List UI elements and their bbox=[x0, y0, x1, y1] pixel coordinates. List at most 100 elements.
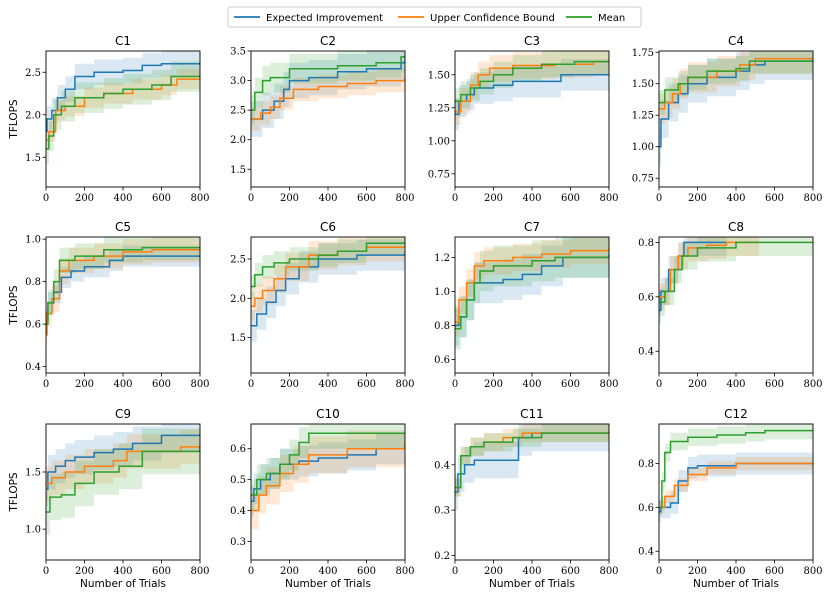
x-tick-label-c1-200: 200 bbox=[75, 193, 94, 204]
x-tick-label-c7-0: 0 bbox=[452, 379, 458, 390]
band-upper-confidence-bound-c3 bbox=[455, 51, 609, 125]
x-tick-label-c5-800: 800 bbox=[190, 379, 209, 390]
x-tick-label-c3-400: 400 bbox=[522, 193, 541, 204]
y-tick-label-c6-1: 2.0 bbox=[230, 294, 246, 305]
panel-title-c8: C8 bbox=[728, 220, 744, 234]
x-tick-label-c9-0: 0 bbox=[43, 566, 49, 577]
x-tick-label-c12-800: 800 bbox=[803, 566, 822, 577]
y-tick-label-c2-3: 3.0 bbox=[230, 76, 246, 87]
x-tick-label-c2-200: 200 bbox=[280, 193, 299, 204]
panel-c4: C4 0 200 400 600 800 0.75 1.00 1.25 1.50 1.75 bbox=[632, 34, 823, 204]
x-tick-label-c10-800: 800 bbox=[395, 566, 414, 577]
y-tick-label-c4-4: 1.75 bbox=[632, 48, 654, 59]
x-tick-label-c4-0: 0 bbox=[656, 193, 662, 204]
y-tick-label-c8-1: 0.6 bbox=[638, 292, 654, 303]
panel-title-c12: C12 bbox=[724, 407, 748, 421]
x-tick-label-c6-800: 800 bbox=[395, 379, 414, 390]
x-tick-label-c3-0: 0 bbox=[452, 193, 458, 204]
line-expected-improvement-c1 bbox=[46, 62, 200, 133]
band-expected-improvement-c4 bbox=[659, 51, 813, 166]
line-upper-confidence-bound-c12 bbox=[659, 462, 813, 509]
x-tick-label-c8-400: 400 bbox=[726, 379, 745, 390]
x-tick-label-c5-0: 0 bbox=[43, 379, 49, 390]
band-upper-confidence-bound-c2 bbox=[251, 65, 405, 131]
y-tick-label-c2-0: 1.5 bbox=[230, 165, 246, 176]
x-tick-label-c3-600: 600 bbox=[561, 193, 580, 204]
legend-frame bbox=[227, 6, 642, 28]
panel-title-c3: C3 bbox=[524, 34, 540, 48]
band-expected-improvement-c10 bbox=[251, 430, 405, 517]
x-tick-label-c9-400: 400 bbox=[113, 566, 132, 577]
plot-area-c9 bbox=[46, 424, 200, 535]
band-mean-c1 bbox=[46, 59, 200, 164]
x-tick-label-c5-600: 600 bbox=[152, 379, 171, 390]
x-tick-label-c10-400: 400 bbox=[318, 566, 337, 577]
panel-c1: C1 0 200 400 600 800 1.5 2.0 2.5 TFLOPS bbox=[8, 34, 210, 204]
panel-c9: C9 0 200 400 600 800 1.0 1.5 TFLOPS Number of Tri… bbox=[8, 407, 210, 590]
x-tick-label-c6-400: 400 bbox=[318, 379, 337, 390]
y-tick-label-c1-0: 1.5 bbox=[25, 153, 41, 164]
x-tick-label-c11-200: 200 bbox=[484, 566, 503, 577]
panel-c5: C5 0 200 400 600 800 0.4 0.6 0.8 1.0 TFLOPS bbox=[8, 220, 210, 390]
x-tick-label-c2-400: 400 bbox=[318, 193, 337, 204]
band-expected-improvement-c9 bbox=[46, 424, 200, 507]
panel-c3: C3 0 200 400 600 800 0.75 1.00 1.25 1.50 bbox=[428, 34, 619, 204]
band-expected-improvement-c8 bbox=[659, 237, 727, 324]
band-upper-confidence-bound-c5 bbox=[46, 237, 200, 348]
x-tick-label-c4-200: 200 bbox=[688, 193, 707, 204]
x-tick-label-c9-200: 200 bbox=[75, 566, 94, 577]
panel-title-c5: C5 bbox=[115, 220, 131, 234]
plot-area-c7 bbox=[455, 237, 609, 350]
x-tick-label-c1-800: 800 bbox=[190, 193, 209, 204]
plot-area-c2 bbox=[251, 51, 405, 137]
line-mean-c5 bbox=[46, 246, 200, 325]
x-axis-label-c10: Number of Trials bbox=[285, 578, 371, 590]
band-mean-c7 bbox=[455, 237, 609, 350]
x-tick-label-c3-800: 800 bbox=[599, 193, 618, 204]
y-tick-label-c6-0: 1.5 bbox=[230, 333, 246, 344]
plot-area-c6 bbox=[251, 237, 405, 342]
x-tick-label-c4-600: 600 bbox=[765, 193, 784, 204]
y-tick-label-c5-3: 1.0 bbox=[25, 235, 41, 246]
band-mean-c10 bbox=[251, 424, 405, 511]
line-mean-c2 bbox=[251, 56, 405, 111]
y-tick-label-c8-0: 0.4 bbox=[638, 347, 654, 358]
x-tick-label-c10-600: 600 bbox=[357, 566, 376, 577]
x-tick-label-c7-400: 400 bbox=[522, 379, 541, 390]
band-expected-improvement-c11 bbox=[455, 424, 609, 511]
panel-c11: C11 0 200 400 600 800 0.2 0.3 0.4 Number of Trial… bbox=[434, 407, 618, 590]
line-mean-c1 bbox=[46, 74, 200, 150]
panel-c6: C6 0 200 400 600 800 1.5 2.0 2.5 bbox=[230, 220, 414, 390]
y-tick-label-c1-1: 2.0 bbox=[25, 110, 41, 121]
y-tick-label-c5-1: 0.6 bbox=[25, 320, 41, 331]
x-tick-label-c7-600: 600 bbox=[561, 379, 580, 390]
panel-c2: C2 0 200 400 600 800 1.5 2.0 2.5 3.0 3.5 bbox=[230, 34, 414, 204]
x-tick-label-c12-0: 0 bbox=[656, 566, 662, 577]
x-axis-label-c11: Number of Trials bbox=[489, 578, 575, 590]
x-tick-label-c5-400: 400 bbox=[113, 379, 132, 390]
y-tick-label-c9-1: 1.5 bbox=[25, 468, 41, 479]
x-tick-label-c10-0: 0 bbox=[248, 566, 254, 577]
x-tick-label-c2-600: 600 bbox=[357, 193, 376, 204]
y-tick-label-c4-3: 1.50 bbox=[632, 79, 654, 90]
y-tick-label-c11-0: 0.2 bbox=[434, 551, 450, 562]
band-mean-c4 bbox=[659, 51, 813, 116]
y-tick-label-c12-0: 0.4 bbox=[638, 547, 654, 558]
y-tick-label-c3-2: 1.25 bbox=[428, 103, 450, 114]
x-tick-label-c6-600: 600 bbox=[357, 379, 376, 390]
x-axis-label-c9: Number of Trials bbox=[80, 578, 166, 590]
line-expected-improvement-c4 bbox=[659, 58, 813, 148]
x-tick-label-c7-800: 800 bbox=[599, 379, 618, 390]
band-mean-c6 bbox=[251, 237, 405, 299]
band-expected-improvement-c12 bbox=[659, 452, 813, 523]
x-tick-label-c8-600: 600 bbox=[765, 379, 784, 390]
plot-area-c4 bbox=[659, 51, 813, 166]
band-mean-c12 bbox=[659, 424, 813, 517]
y-axis-label-c5: TFLOPS bbox=[8, 285, 20, 326]
panel-title-c2: C2 bbox=[320, 34, 336, 48]
line-upper-confidence-bound-c7 bbox=[455, 247, 609, 323]
band-upper-confidence-bound-c7 bbox=[455, 237, 609, 336]
legend: Expected Improvement Upper Confidence Bo… bbox=[227, 6, 642, 28]
panel-title-c11: C11 bbox=[520, 407, 544, 421]
